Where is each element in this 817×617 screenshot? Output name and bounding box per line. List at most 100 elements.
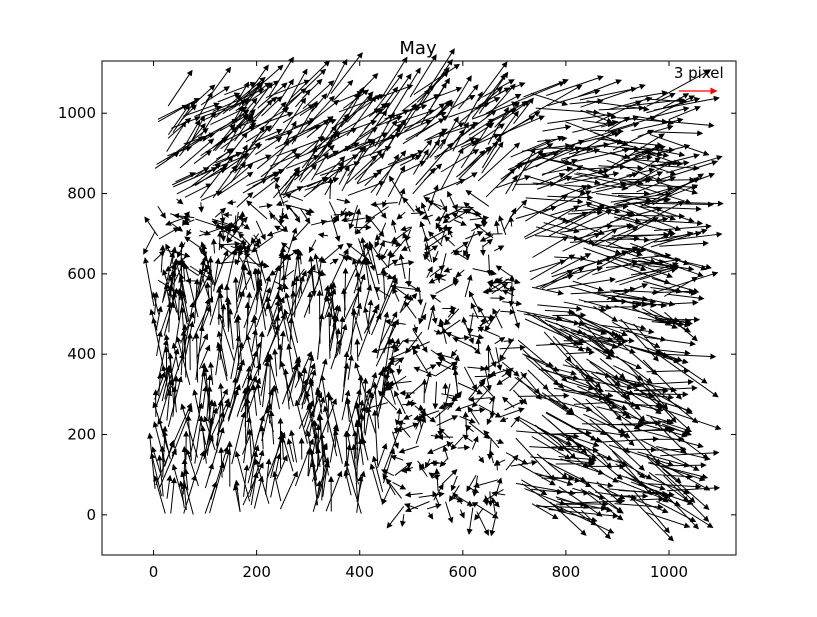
vector-arrow [326,142,360,160]
vector-arrow [204,462,215,489]
vector-arrow [286,343,294,373]
vector-arrow [258,202,273,209]
vector-arrow [591,226,639,247]
vector-arrow [531,503,559,520]
vector-arrow [511,306,521,329]
vector-arrow [487,491,494,507]
vector-arrow [243,278,263,329]
vector-arrow [583,247,647,272]
vector-arrow [405,501,430,513]
vector-arrow [347,302,363,353]
vector-arrow [250,236,267,284]
vector-arrow [561,147,601,160]
vector-arrow [499,338,515,361]
vector-arrow [598,164,644,171]
vector-arrow [635,403,666,410]
vector-arrow [577,480,614,489]
vector-arrow [265,458,272,495]
vector-arrow [472,475,479,497]
vector-arrow [380,267,387,300]
vector-arrow [232,484,241,512]
vector-arrow [536,505,608,512]
vector-arrow [422,253,431,262]
vector-arrow [531,286,565,296]
vector-arrow [387,380,412,387]
vector-arrow [331,108,381,138]
vector-arrow [536,340,580,347]
vector-arrow [645,512,691,529]
vector-arrow [155,441,175,486]
vector-arrow [493,245,505,252]
vector-arrow [351,309,363,341]
vector-arrow [548,398,576,416]
vector-arrow [323,243,344,262]
vector-arrow [330,215,341,243]
vector-arrow [306,268,313,282]
vector-arrow [432,250,439,264]
vector-arrow [661,462,707,469]
vector-arrow [356,470,366,503]
vector-arrow [244,252,261,268]
vector-arrow [595,491,638,501]
vector-arrow [432,86,463,99]
vector-arrow [216,330,228,377]
vector-arrow [524,318,584,346]
vector-arrow [476,511,489,536]
vector-arrow [515,205,558,220]
vector-arrow [350,308,357,355]
vector-arrow [375,153,399,196]
vector-arrow [511,147,536,192]
vector-arrow [647,483,702,490]
vector-arrow [398,445,419,454]
vector-arrow [218,243,233,255]
vector-arrow [529,259,567,273]
vector-arrow [454,354,460,366]
vector-arrow [629,90,668,100]
vector-arrow [166,249,191,259]
vector-arrow [242,462,264,506]
vector-arrow [214,207,227,218]
vector-arrow [371,409,379,466]
vector-arrow [502,300,523,307]
vector-arrow [268,410,275,445]
vector-arrow [608,294,657,305]
vector-arrow [510,415,520,428]
vector-arrow [458,140,478,153]
vector-arrow [486,437,493,461]
vector-arrow [390,283,417,290]
vector-arrow [338,165,350,185]
vector-arrow [191,115,205,141]
vector-arrow [308,255,315,293]
vector-arrow [599,436,659,443]
vector-arrow [630,481,694,506]
quiver-key: 3 pixel [674,64,724,95]
vector-arrow [200,86,231,106]
vector-arrow [478,455,485,464]
vector-arrow [286,154,320,169]
vector-arrow [144,216,159,237]
vector-arrow [450,436,464,451]
vector-arrow [528,135,564,152]
vector-arrow [385,478,402,499]
vector-arrow [495,347,503,371]
vector-arrow [353,258,366,294]
vector-arrow [387,165,406,198]
vector-arrow [647,184,699,206]
vector-arrow [381,485,392,506]
vector-arrow [176,287,183,321]
vector-arrow [570,411,607,436]
vector-arrow [198,225,227,237]
vector-arrow [412,324,419,334]
vector-arrow [621,146,675,153]
vector-arrow [179,123,206,157]
vector-arrow [447,391,462,411]
vector-arrow [500,162,525,180]
vector-arrow [402,232,411,253]
vector-arrow [606,159,663,183]
vector-arrow [171,222,184,232]
vector-arrow [342,255,353,262]
vector-arrow [227,388,239,420]
vector-arrow [454,402,476,412]
vector-arrow [496,438,505,444]
vector-arrow [537,304,583,312]
